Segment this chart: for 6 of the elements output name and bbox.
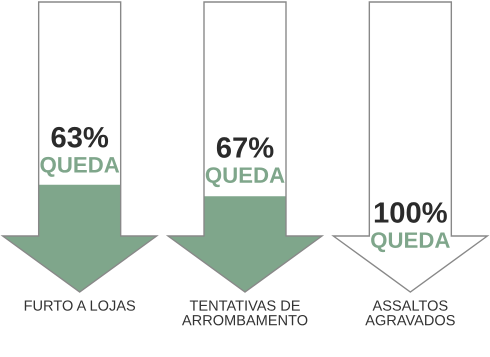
data-label: 63% QUEDA — [40, 126, 120, 177]
data-label: 100% QUEDA — [371, 202, 450, 252]
data-label: 67% QUEDA — [206, 137, 285, 188]
category-label: FURTO A LOJAS — [24, 300, 136, 311]
category-label: TENTATIVAS DE ARROMBAMENTO — [182, 300, 308, 326]
category-label: ASSALTOS AGRAVADOS — [365, 300, 455, 326]
